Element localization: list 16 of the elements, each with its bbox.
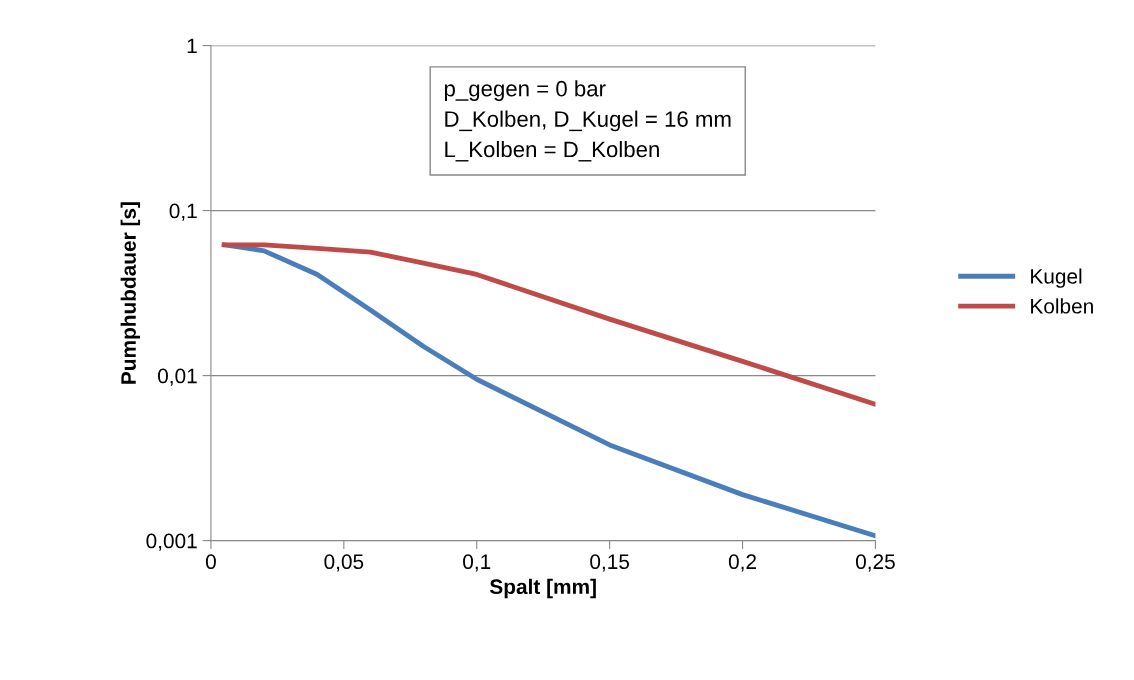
legend-label: Kugel bbox=[1031, 268, 1082, 288]
x-tick-label: 0,25 bbox=[855, 554, 895, 572]
y-tick-label: 0,1 bbox=[169, 203, 197, 221]
x-axis-title: Spalt [mm] bbox=[489, 578, 596, 599]
y-axis-title: Pumphubdauer [s] bbox=[120, 202, 141, 384]
line-series bbox=[221, 242, 876, 407]
y-tick-label: 1 bbox=[187, 38, 197, 54]
x-tick-label: 0,2 bbox=[728, 554, 756, 572]
legend-label: Kolben bbox=[1031, 298, 1093, 314]
annotation: p_gegen = 0 bar D_Kolben, D_Kugel = 16 mm L_Kolben = D_Kolben bbox=[444, 80, 731, 162]
x-tick-label: 0,1 bbox=[463, 554, 491, 572]
x-tick-label: 0,05 bbox=[324, 554, 364, 572]
y-tick-label: 0,001 bbox=[146, 533, 197, 551]
x-tick-label: 0,15 bbox=[590, 554, 630, 572]
x-tick-label: 0 bbox=[205, 554, 216, 570]
y-tick-label: 0,01 bbox=[158, 368, 197, 386]
